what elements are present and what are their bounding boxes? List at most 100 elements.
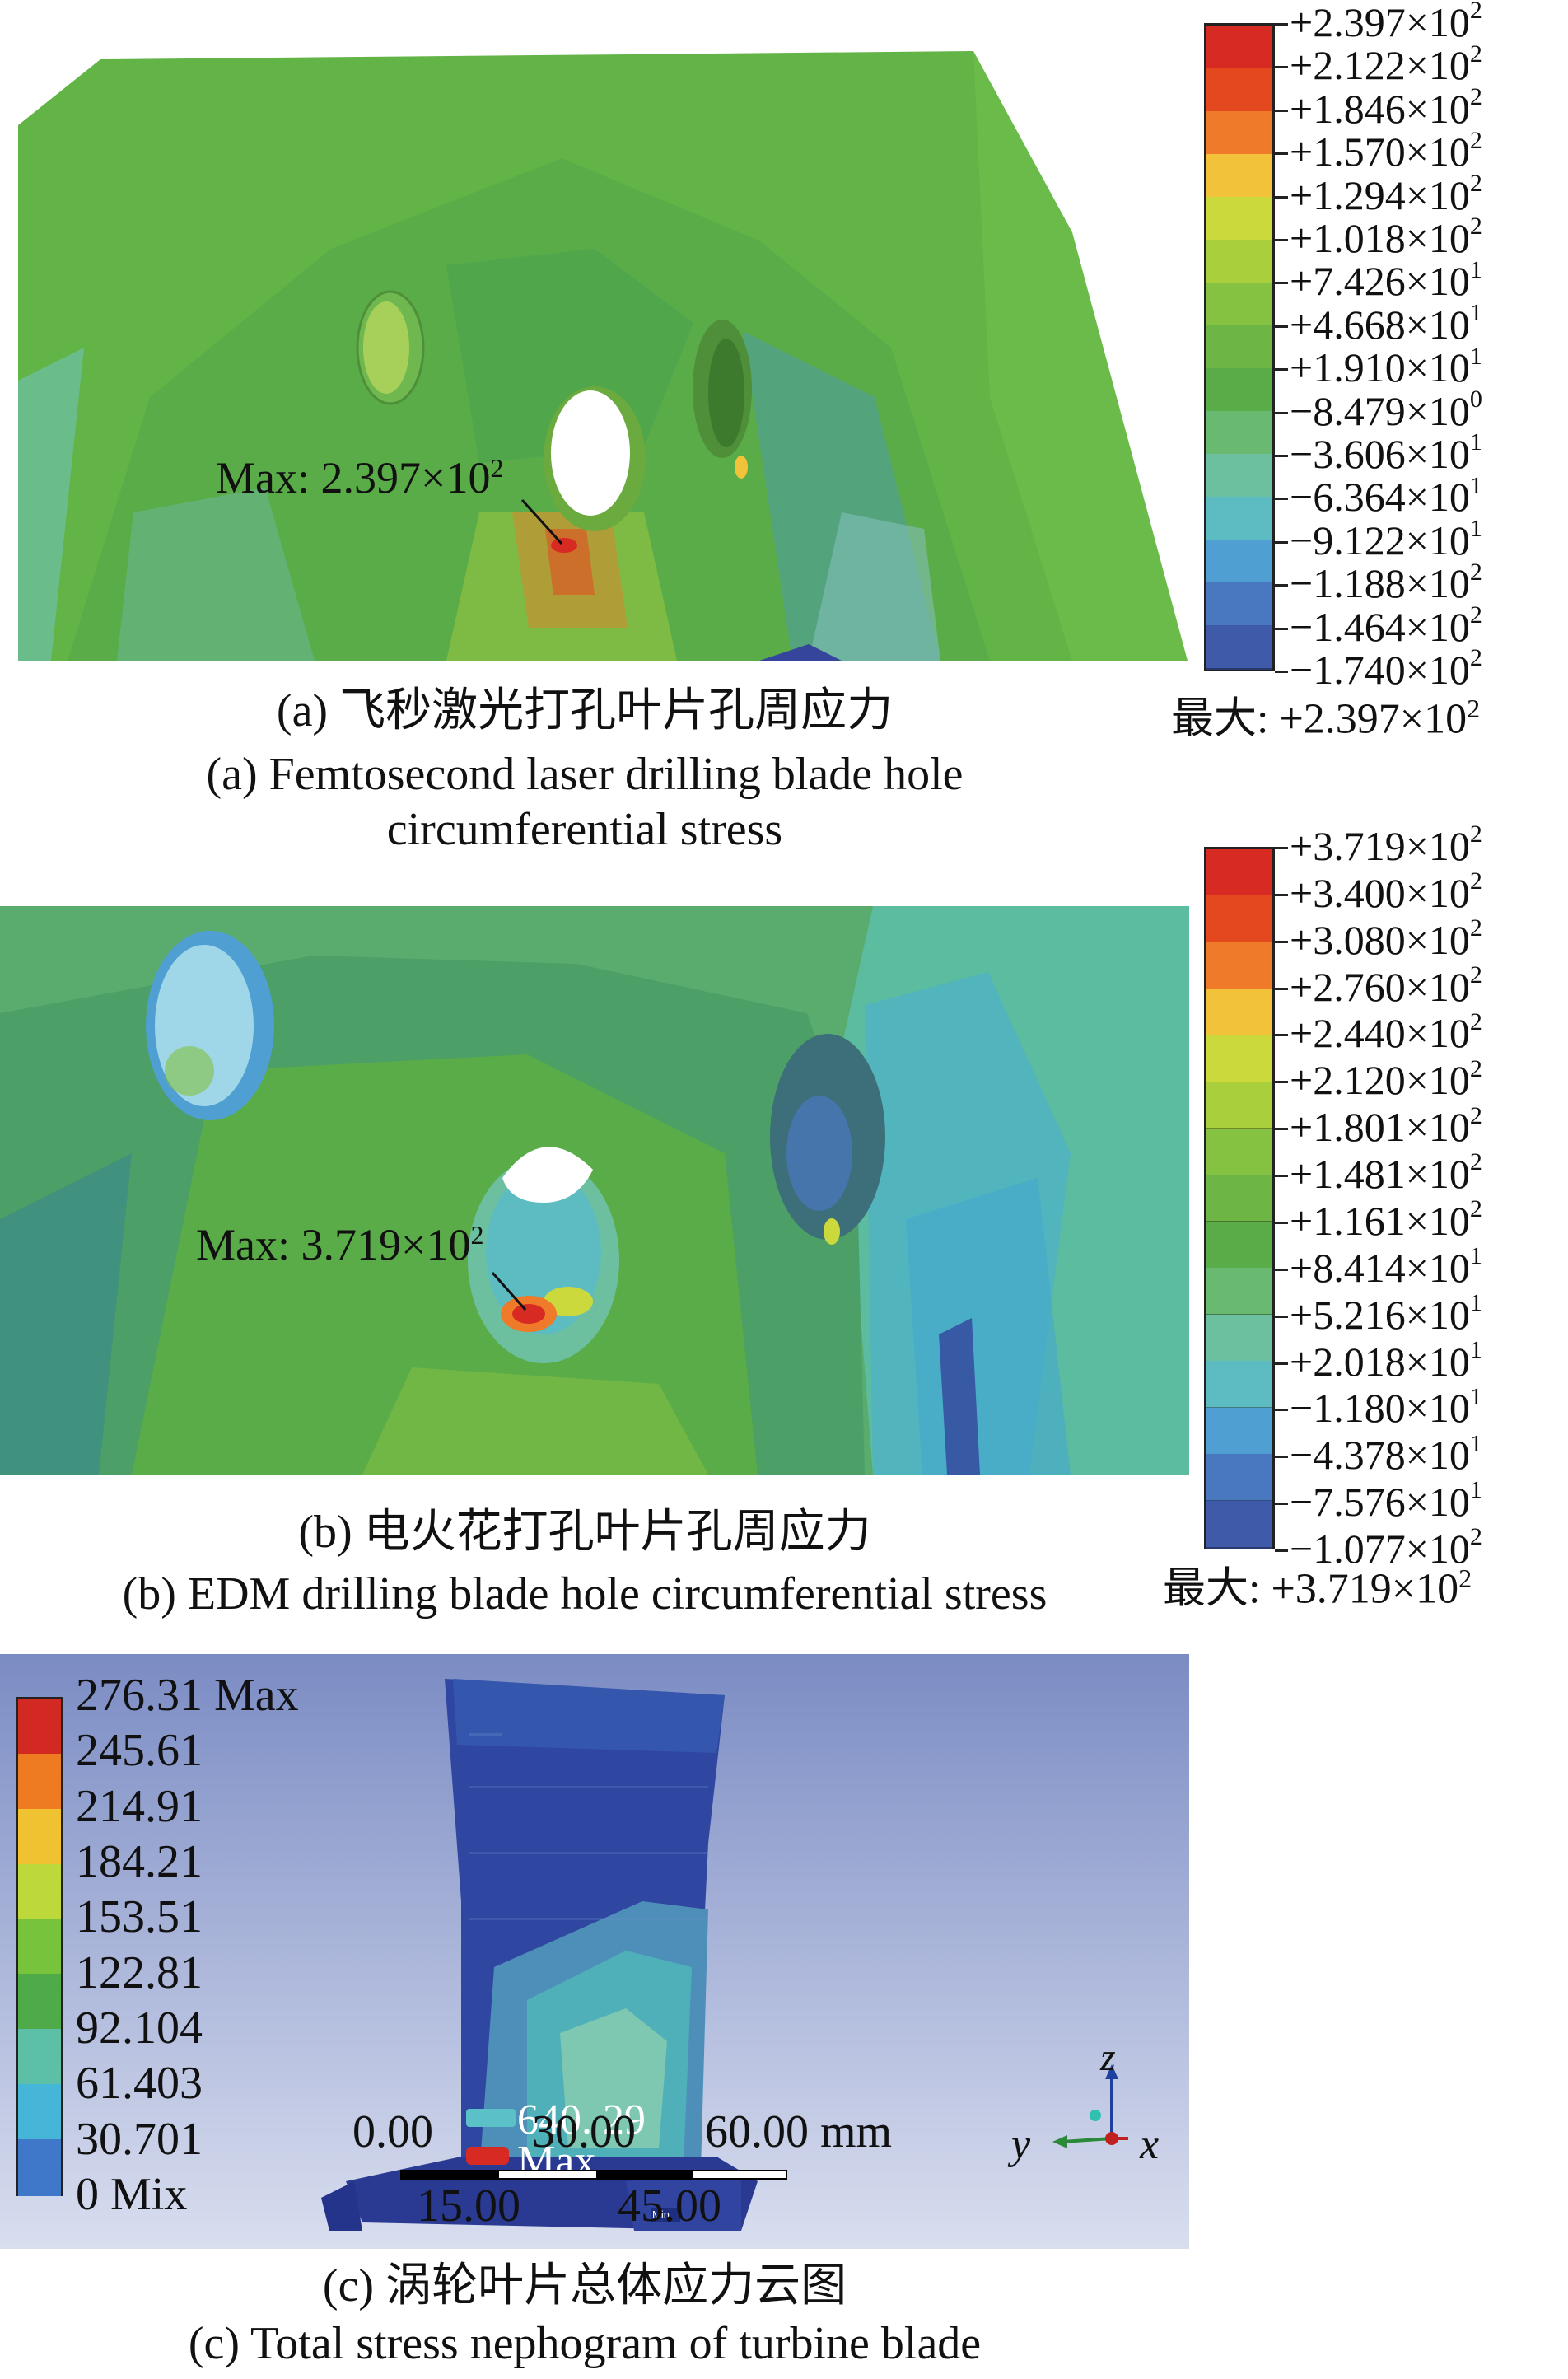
colorbar-segment bbox=[1206, 1361, 1272, 1409]
legend-label-mantissa: +2.120×10 bbox=[1290, 1057, 1470, 1104]
colorbar-segment bbox=[1206, 1268, 1272, 1316]
panel-b-caption-en: (b) EDM drilling blade hole circumferent… bbox=[122, 1568, 1048, 1619]
colorbar-segment bbox=[1206, 1035, 1272, 1084]
panel-b-max-annotation: Max: 3.719×102 bbox=[196, 1220, 484, 1269]
legend-label-mantissa: −4.378×10 bbox=[1290, 1432, 1470, 1479]
legend-tick bbox=[1275, 1549, 1288, 1552]
ansys-colorbar-segment bbox=[18, 1974, 61, 2031]
panel-c-turbine-blade bbox=[321, 1679, 758, 2231]
ansys-colorbar-segment bbox=[18, 1699, 61, 1755]
ansys-legend-label: 245.61 bbox=[76, 1725, 203, 1777]
legend-label-exponent: 1 bbox=[1469, 471, 1482, 499]
legend-label-exponent: 2 bbox=[1469, 1007, 1482, 1035]
legend-label-exponent: 2 bbox=[1469, 820, 1482, 848]
legend-label-exponent: 2 bbox=[1469, 213, 1482, 241]
legend-label-mantissa: +1.161×10 bbox=[1290, 1197, 1470, 1244]
legend-label-exponent: 1 bbox=[1469, 299, 1482, 327]
colorbar-segment bbox=[1206, 283, 1272, 327]
legend-label-exponent: 1 bbox=[1469, 1382, 1482, 1410]
legend-label: +3.080×102 bbox=[1290, 916, 1482, 963]
legend-label-mantissa: −7.576×10 bbox=[1290, 1479, 1470, 1526]
ansys-colorbar-segment bbox=[18, 1919, 61, 1976]
legend-label: +1.294×102 bbox=[1290, 171, 1482, 215]
ansys-legend-label: 61.403 bbox=[76, 2058, 203, 2110]
ansys-legend-label: 0 Mix bbox=[76, 2169, 188, 2220]
legend-label: +8.414×101 bbox=[1290, 1244, 1482, 1291]
colorbar-segment bbox=[1206, 154, 1272, 199]
legend-label-exponent: 2 bbox=[1469, 1195, 1482, 1223]
panel-c-caption-zh: (c) 涡轮叶片总体应力云图 bbox=[322, 2260, 847, 2311]
colorbar-segment bbox=[1206, 1128, 1272, 1176]
panel-b-colorbar bbox=[1204, 847, 1275, 1549]
legend-label-mantissa: +8.414×10 bbox=[1290, 1244, 1470, 1291]
y-axis-arrow bbox=[1062, 2137, 1113, 2143]
legend-label: +2.120×102 bbox=[1290, 1056, 1482, 1104]
legend-label: +7.426×101 bbox=[1290, 257, 1482, 305]
legend-label-mantissa: +2.122×10 bbox=[1290, 42, 1470, 89]
legend-tick bbox=[1275, 23, 1288, 26]
axis-z-label: z bbox=[1100, 2035, 1116, 2079]
colorbar-segment bbox=[1206, 411, 1272, 456]
scale-tick-0: 0.00 bbox=[352, 2106, 433, 2157]
legend-tick bbox=[1275, 987, 1288, 990]
max-stress-point bbox=[551, 538, 577, 553]
legend-label: −1.180×101 bbox=[1290, 1384, 1482, 1432]
panel-a-legend: +2.397×102 +2.122×102 +1.846×102 +1.570×102… bbox=[1171, 0, 1566, 753]
legend-tick bbox=[1275, 1362, 1288, 1365]
legend-tick bbox=[1275, 368, 1288, 372]
panel-a-caption-en-line2: circumferential stress bbox=[386, 804, 783, 855]
panel-b-caption-zh: (b) 电火花打孔叶片孔周应力 bbox=[298, 1507, 871, 1558]
legend-label-mantissa: −1.180×10 bbox=[1290, 1385, 1470, 1432]
legend-tick bbox=[1275, 66, 1288, 69]
legend-label: +2.122×102 bbox=[1290, 41, 1482, 89]
legend-label-mantissa: +3.080×10 bbox=[1290, 916, 1470, 963]
legend-label: −1.464×102 bbox=[1290, 602, 1482, 647]
legend-tick bbox=[1275, 195, 1288, 199]
scale-tick-30: 30.00 bbox=[532, 2106, 636, 2157]
colorbar-segment bbox=[1206, 540, 1272, 584]
legend-label-mantissa: +2.760×10 bbox=[1290, 963, 1470, 1010]
legend-tick bbox=[1275, 893, 1288, 896]
legend-label-exponent: 1 bbox=[1469, 255, 1482, 283]
colorbar-segment bbox=[1206, 895, 1272, 944]
colorbar-segment bbox=[1206, 197, 1272, 241]
panel-b-max-stress-point bbox=[512, 1304, 545, 1324]
legend-label-mantissa: −3.606×10 bbox=[1290, 431, 1470, 477]
colorbar-segment bbox=[1206, 453, 1272, 498]
legend-label-exponent: 1 bbox=[1469, 342, 1482, 370]
legend-label-mantissa: −1.077×10 bbox=[1290, 1526, 1470, 1572]
axis-x-label: x bbox=[1140, 2121, 1160, 2168]
legend-label-exponent: 1 bbox=[1469, 1476, 1482, 1504]
legend-label-mantissa: +1.481×10 bbox=[1290, 1151, 1470, 1198]
legend-label-exponent: 0 bbox=[1469, 385, 1482, 413]
legend-label-mantissa: −1.740×10 bbox=[1290, 647, 1470, 693]
legend-label-exponent: 2 bbox=[1469, 867, 1482, 895]
legend-tick bbox=[1275, 1081, 1288, 1084]
panel-a-fea-contour bbox=[18, 51, 1188, 661]
legend-label-exponent: 2 bbox=[1469, 1148, 1482, 1176]
axis-y-label: y bbox=[1011, 2121, 1031, 2168]
legend-label-exponent: 1 bbox=[1469, 1242, 1482, 1270]
legend-label: +1.018×102 bbox=[1290, 214, 1482, 259]
min-tag-box bbox=[651, 2208, 680, 2222]
legend-label-mantissa: +1.801×10 bbox=[1290, 1104, 1470, 1151]
legend-tick bbox=[1275, 109, 1288, 112]
colorbar-segment bbox=[1206, 582, 1272, 627]
legend-label: −7.576×101 bbox=[1290, 1478, 1482, 1526]
legend-label-mantissa: +2.440×10 bbox=[1290, 1010, 1470, 1057]
ansys-colorbar-segment bbox=[18, 2029, 61, 2087]
legend-label-exponent: 2 bbox=[1469, 1101, 1482, 1129]
legend-label-mantissa: +7.426×10 bbox=[1290, 258, 1470, 305]
ansys-colorbar-segment bbox=[18, 2139, 61, 2196]
legend-label-exponent: 2 bbox=[1469, 914, 1482, 942]
colorbar-segment bbox=[1206, 1175, 1272, 1223]
ansys-colorbar-segment bbox=[18, 1863, 61, 1921]
panel-b-stress-plot: Max: 3.719×102 bbox=[0, 906, 1189, 1475]
legend-label-exponent: 1 bbox=[1469, 1335, 1482, 1363]
colorbar-segment bbox=[1206, 26, 1272, 70]
panel-c-colorbar bbox=[16, 1697, 63, 2196]
legend-label-mantissa: −8.479×10 bbox=[1290, 387, 1470, 434]
scale-tick-60: 60.00 mm bbox=[705, 2106, 893, 2157]
legend-label-exponent: 2 bbox=[1469, 0, 1482, 25]
colorbar-segment bbox=[1206, 368, 1272, 413]
